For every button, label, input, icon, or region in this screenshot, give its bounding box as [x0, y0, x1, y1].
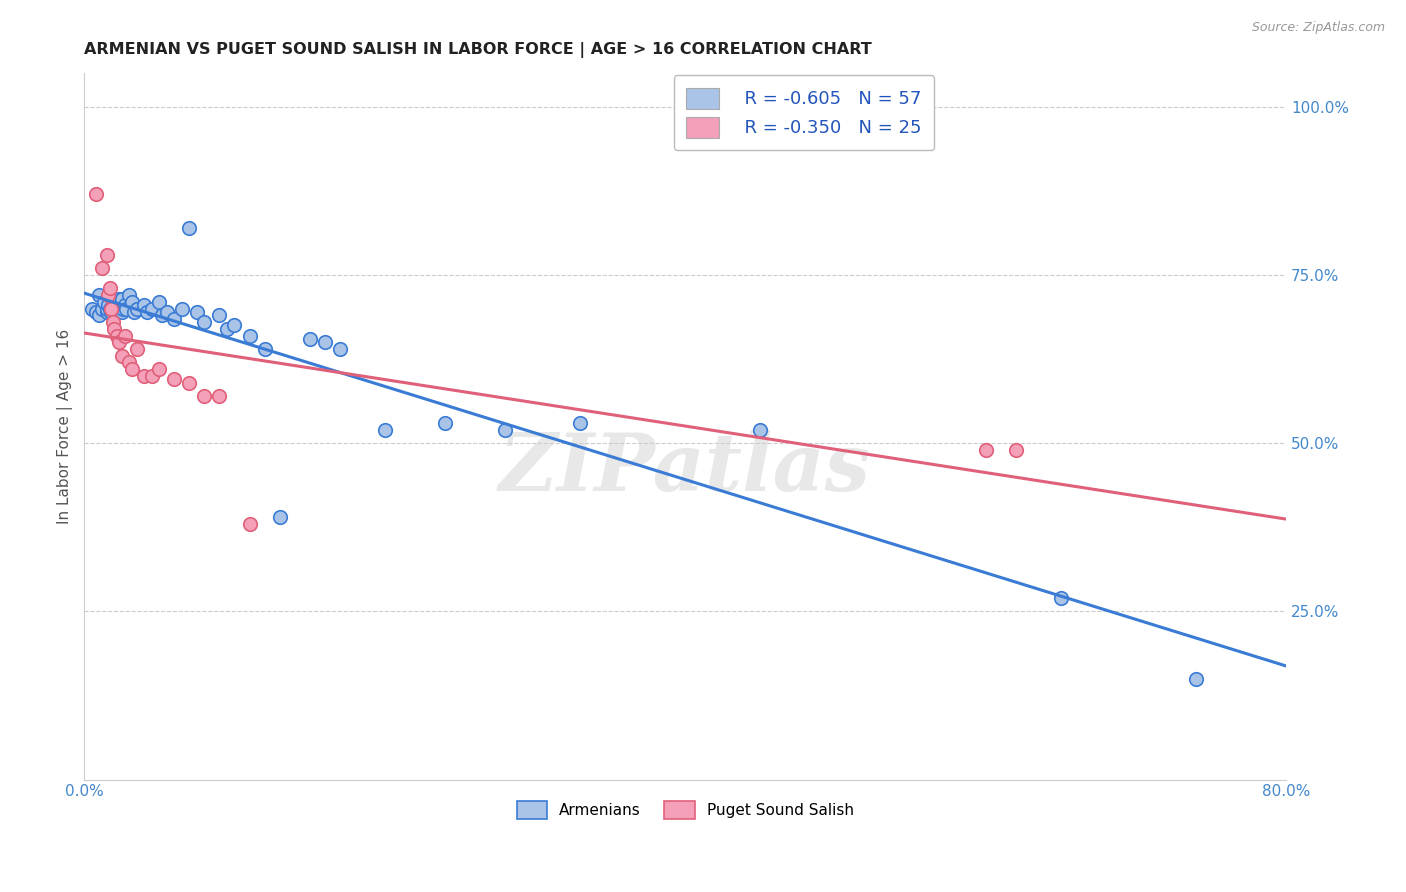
Point [108, 292, 131, 306]
Point [974, 442, 997, 457]
Point [163, 311, 186, 326]
Point [215, 322, 238, 336]
Point [121, 295, 143, 310]
Point [114, 298, 136, 312]
Point [103, 322, 125, 336]
Point [125, 301, 148, 316]
Point [89, 309, 111, 323]
Point [118, 288, 141, 302]
Point [111, 349, 134, 363]
Point [749, 423, 772, 437]
Point [433, 416, 456, 430]
Point [179, 376, 201, 390]
Point [1049, 591, 1071, 605]
Y-axis label: In Labor Force | Age > 16: In Labor Force | Age > 16 [58, 329, 73, 524]
Point [1004, 442, 1026, 457]
Point [329, 342, 352, 356]
Point [193, 315, 215, 329]
Point [114, 328, 136, 343]
Point [374, 423, 396, 437]
Text: ARMENIAN VS PUGET SOUND SALISH IN LABOR FORCE | AGE > 16 CORRELATION CHART: ARMENIAN VS PUGET SOUND SALISH IN LABOR … [84, 42, 872, 58]
Point [105, 305, 128, 319]
Point [115, 301, 138, 316]
Point [136, 305, 159, 319]
Point [170, 301, 193, 316]
Point [141, 368, 163, 383]
Point [96, 301, 118, 316]
Point [238, 516, 260, 531]
Point [84, 187, 107, 202]
Point [98, 281, 121, 295]
Point [269, 510, 291, 524]
Point [96, 248, 118, 262]
Point [96, 305, 118, 319]
Point [494, 423, 516, 437]
Point [193, 389, 215, 403]
Point [148, 295, 170, 310]
Point [118, 355, 141, 369]
Point [186, 305, 208, 319]
Point [84, 305, 107, 319]
Point [121, 362, 143, 376]
Point [104, 298, 127, 312]
Point [100, 301, 122, 316]
Point [163, 372, 186, 386]
Point [80, 301, 103, 316]
Point [98, 301, 121, 316]
Point [179, 221, 201, 235]
Point [238, 328, 260, 343]
Text: Source: ZipAtlas.com: Source: ZipAtlas.com [1251, 21, 1385, 34]
Point [101, 315, 124, 329]
Point [103, 300, 125, 314]
Text: ZIPatlas: ZIPatlas [499, 430, 872, 508]
Point [110, 301, 132, 316]
Point [97, 288, 120, 302]
Point [148, 362, 170, 376]
Point [125, 342, 148, 356]
Point [224, 318, 246, 333]
Point [111, 292, 134, 306]
Point [134, 368, 156, 383]
Point [314, 335, 336, 350]
Point [112, 301, 135, 316]
Point [93, 295, 115, 310]
Point [89, 288, 111, 302]
Point [108, 335, 131, 350]
Point [108, 295, 131, 310]
Point [100, 301, 122, 316]
Point [156, 305, 179, 319]
Point [91, 301, 114, 316]
Point [208, 309, 231, 323]
Point [91, 261, 114, 276]
Point [122, 305, 145, 319]
Point [105, 301, 128, 316]
Point [569, 416, 592, 430]
Point [101, 295, 124, 310]
Point [1185, 672, 1208, 686]
Point [103, 303, 125, 318]
Point [141, 301, 163, 316]
Point [208, 389, 231, 403]
Point [298, 332, 321, 346]
Point [111, 305, 134, 319]
Point [97, 298, 120, 312]
Point [253, 342, 276, 356]
Point [134, 298, 156, 312]
Point [152, 309, 174, 323]
Point [100, 305, 122, 319]
Legend: Armenians, Puget Sound Salish: Armenians, Puget Sound Salish [510, 795, 860, 825]
Point [105, 328, 128, 343]
